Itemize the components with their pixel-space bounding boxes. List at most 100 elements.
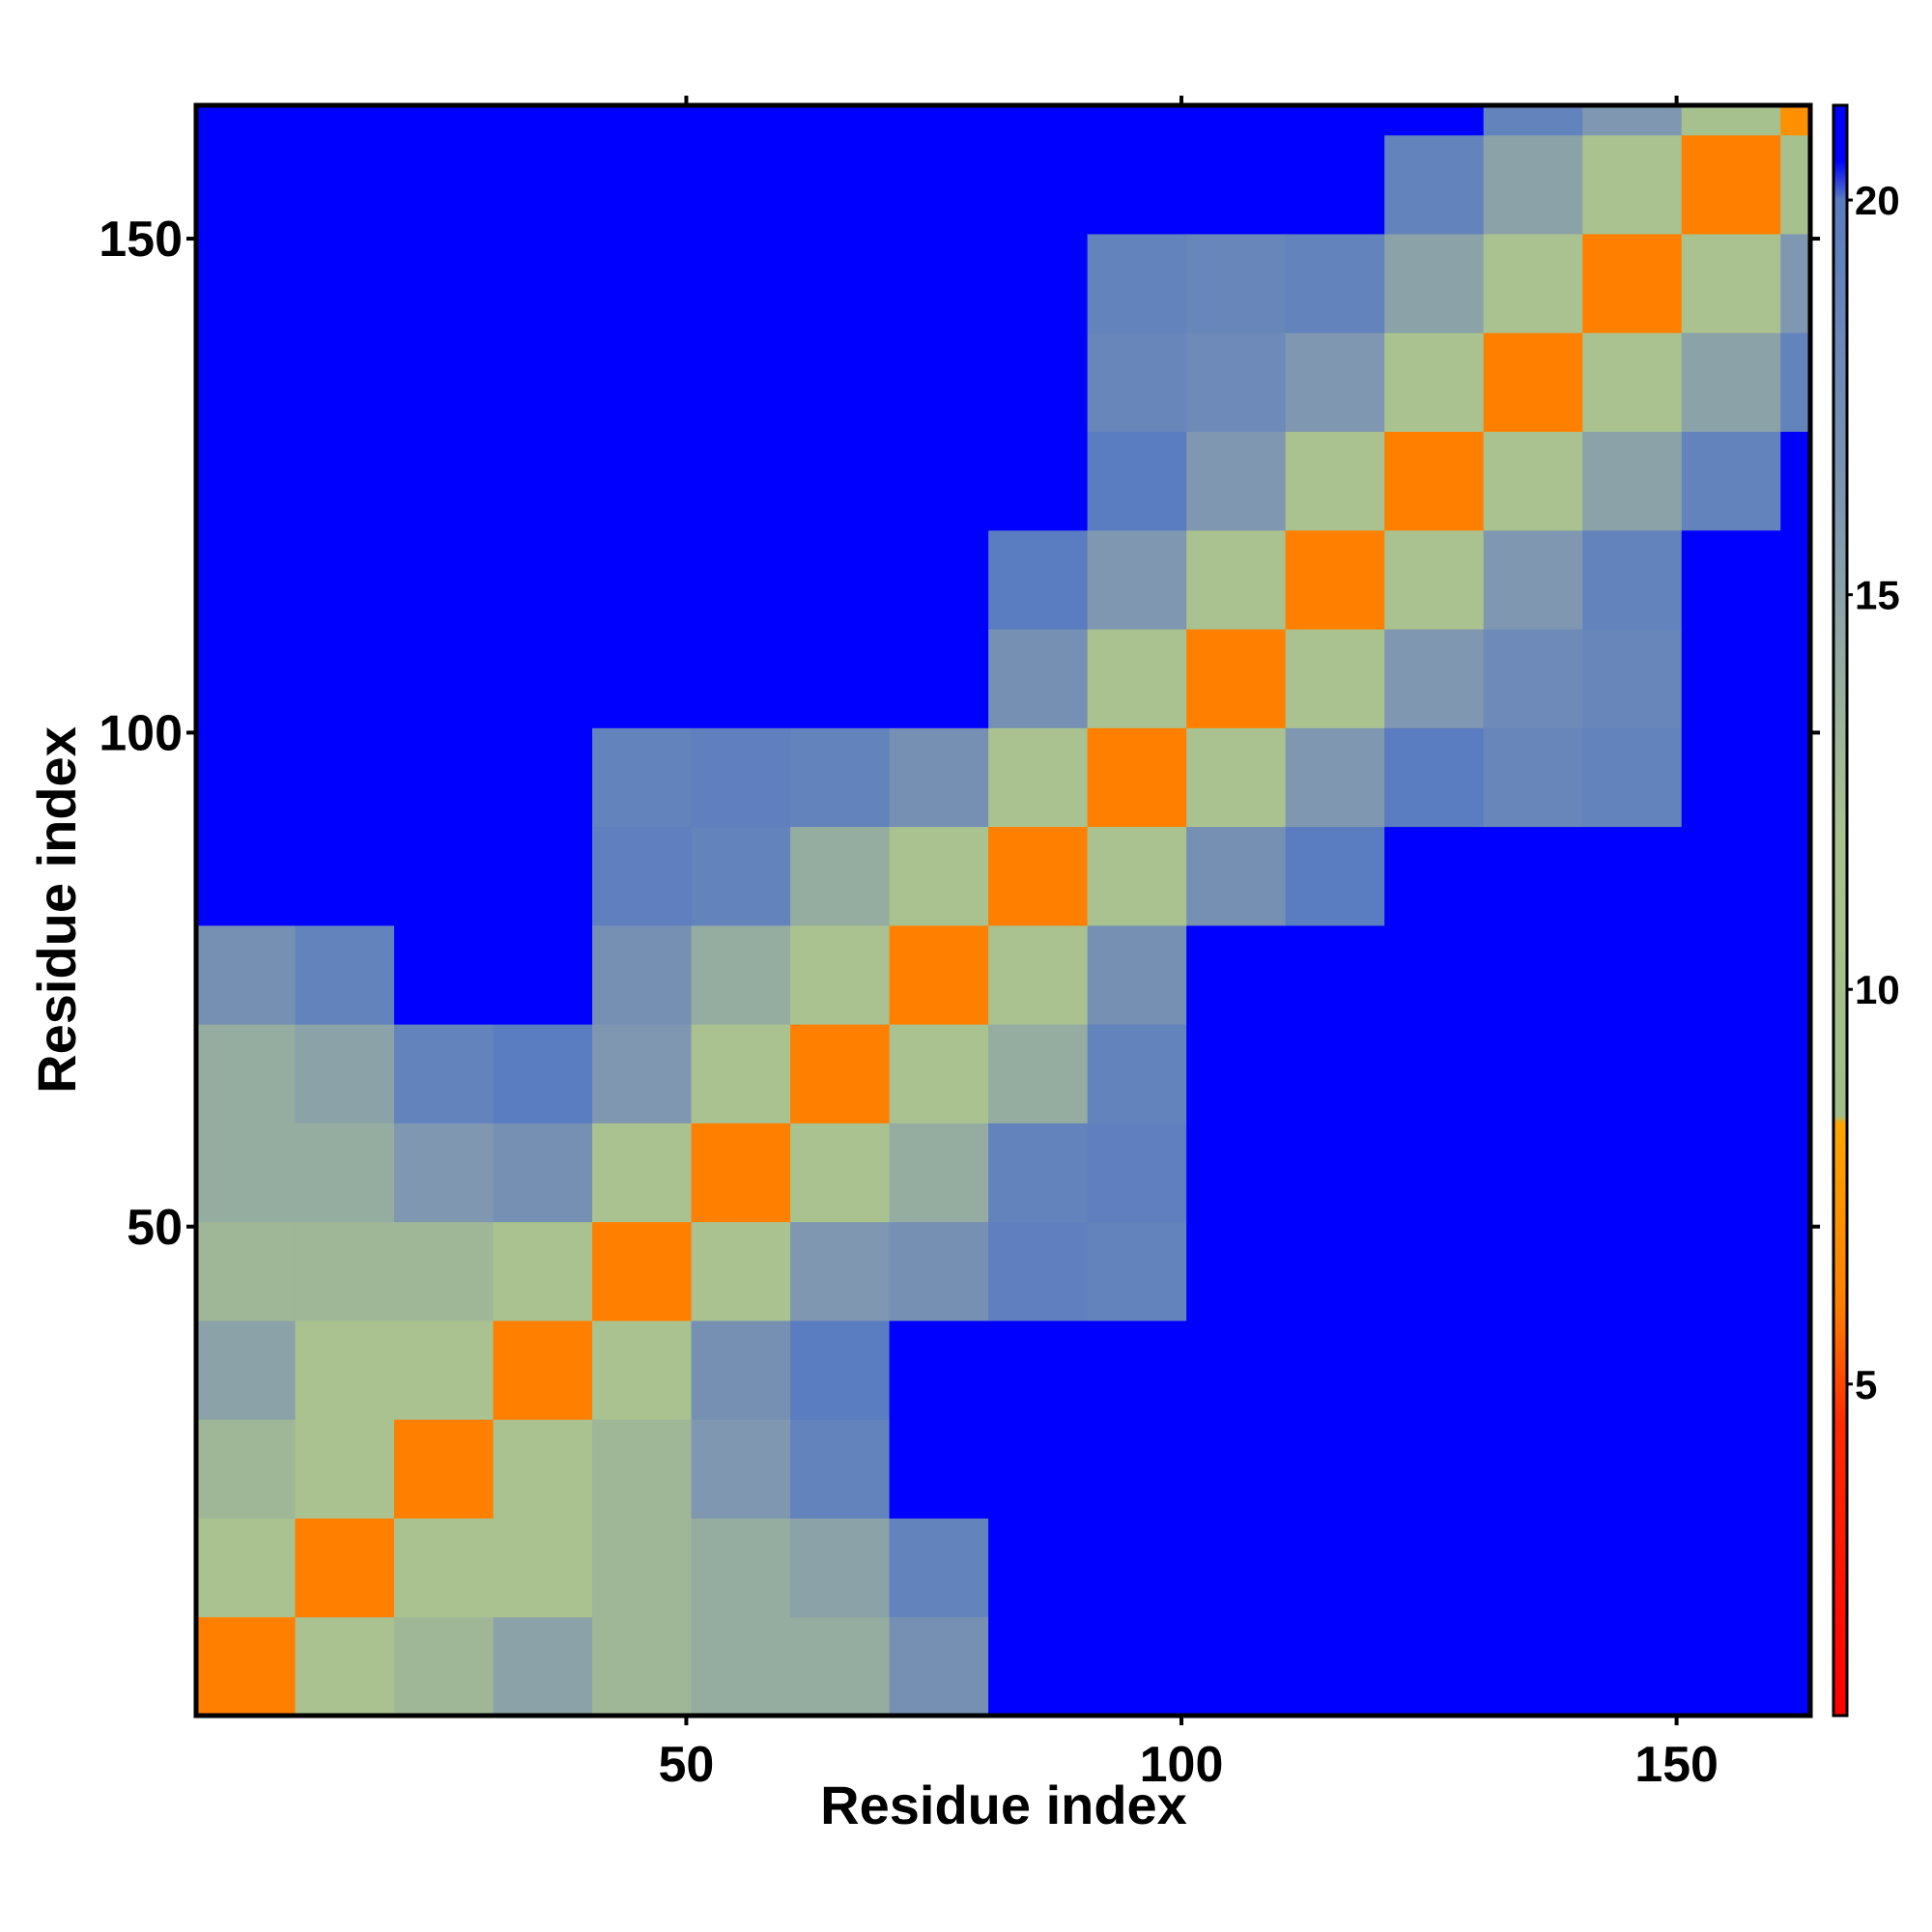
heatmap-cell [1483, 431, 1583, 531]
heatmap-cell [790, 1320, 891, 1420]
heatmap-cell [691, 134, 791, 235]
heatmap-cell [592, 727, 693, 828]
heatmap-cell [988, 332, 1089, 432]
heatmap-cell [592, 431, 693, 531]
heatmap-cell [691, 1320, 791, 1420]
heatmap-cell [790, 1024, 891, 1123]
heatmap-cell [889, 924, 989, 1025]
heatmap-cell [1186, 727, 1287, 828]
heatmap-cell [295, 1122, 395, 1223]
heatmap-cell [889, 233, 989, 333]
colorbar [1832, 103, 1849, 1718]
heatmap-cell [196, 233, 297, 333]
heatmap-cell [1285, 1320, 1385, 1420]
heatmap-cell [1681, 1320, 1781, 1420]
heatmap-cell [691, 826, 791, 926]
heatmap-cell [1384, 431, 1485, 531]
heatmap-cell [988, 924, 1089, 1025]
heatmap-cell [1285, 1419, 1385, 1519]
heatmap-cell [1384, 332, 1485, 432]
heatmap-cell [493, 924, 593, 1025]
heatmap-cell [1681, 529, 1781, 630]
heatmap-cell [1186, 1122, 1287, 1223]
heatmap-cell [691, 431, 791, 531]
heatmap-cell [1681, 1122, 1781, 1223]
y-tick-label: 50 [127, 1200, 183, 1256]
heatmap-cell [1780, 332, 1811, 432]
heatmap-cell [889, 134, 989, 235]
heatmap-cell [790, 233, 891, 333]
heatmap-cell [493, 105, 593, 136]
heatmap-cell [493, 727, 593, 828]
heatmap-cell [1186, 629, 1287, 728]
heatmap-cell [1384, 529, 1485, 630]
heatmap-cell [295, 1221, 395, 1321]
heatmap-cell [493, 1419, 593, 1519]
heatmap-cell [1483, 1122, 1583, 1223]
heatmap-cell [691, 332, 791, 432]
heatmap-cell [1186, 1024, 1287, 1123]
heatmap-cell [1186, 1221, 1287, 1321]
heatmap-cell [1780, 924, 1811, 1025]
heatmap-cell [592, 1024, 693, 1123]
heatmap-cell [295, 134, 395, 235]
heatmap-cell [889, 1024, 989, 1123]
heatmap-cell [1681, 826, 1781, 926]
heatmap-cell [691, 1419, 791, 1519]
heatmap-cell [394, 1122, 495, 1223]
heatmap-cell [1285, 332, 1385, 432]
heatmap-cell [1483, 134, 1583, 235]
heatmap-cell [790, 1419, 891, 1519]
heatmap-cell [1384, 1320, 1485, 1420]
heatmap-cell [1384, 1419, 1485, 1519]
heatmap-cell [790, 134, 891, 235]
heatmap-cell [1780, 233, 1811, 333]
heatmap-cell [790, 105, 891, 136]
heatmap-cell [691, 1122, 791, 1223]
heatmap-cell [295, 924, 395, 1025]
heatmap-cell [196, 1320, 297, 1420]
heatmap-cell [1186, 1518, 1287, 1618]
heatmap-cell [295, 727, 395, 828]
axes: 50 100 150 50 100 150 5 10 15 20 [99, 96, 1900, 1793]
heatmap-cell [592, 1122, 693, 1223]
heatmap-cell [1087, 1221, 1187, 1321]
heatmap-cell [592, 1221, 693, 1321]
heatmap-cell [1483, 924, 1583, 1025]
heatmap-cell [1285, 134, 1385, 235]
heatmap-cell [1681, 1221, 1781, 1321]
heatmap-cell [1087, 1024, 1187, 1123]
heatmap-cell [1780, 1024, 1811, 1123]
heatmap-cell [988, 233, 1089, 333]
heatmap-cell [889, 1221, 989, 1321]
heatmap-cell [790, 1122, 891, 1223]
heatmap-cell [1582, 1518, 1683, 1618]
heatmap-cell [493, 431, 593, 531]
heatmap-cell [1483, 332, 1583, 432]
heatmap-cell [295, 826, 395, 926]
heatmap-cell [592, 1419, 693, 1519]
heatmap-cell [196, 1419, 297, 1519]
heatmap-cells [196, 105, 1811, 1717]
heatmap-cell [394, 727, 495, 828]
heatmap-cell [691, 1221, 791, 1321]
colorbar-tick-label: 15 [1855, 573, 1900, 618]
heatmap-cell [1285, 826, 1385, 926]
heatmap-cell [1681, 332, 1781, 432]
heatmap-cell [592, 134, 693, 235]
heatmap-cell [1384, 1518, 1485, 1618]
heatmap-cell [1285, 1024, 1385, 1123]
heatmap-cell [196, 1024, 297, 1123]
heatmap-cell [889, 1616, 989, 1717]
heatmap-cell [1384, 826, 1485, 926]
heatmap-cell [691, 1518, 791, 1618]
heatmap-cell [1087, 826, 1187, 926]
heatmap-cell [790, 332, 891, 432]
heatmap-cell [592, 105, 693, 136]
x-tick-label: 100 [1140, 1737, 1224, 1793]
y-axis-label: Residue index [26, 726, 87, 1094]
heatmap-cell [889, 1419, 989, 1519]
heatmap-cell [592, 233, 693, 333]
heatmap-cell [394, 1024, 495, 1123]
heatmap-cell [1087, 629, 1187, 728]
